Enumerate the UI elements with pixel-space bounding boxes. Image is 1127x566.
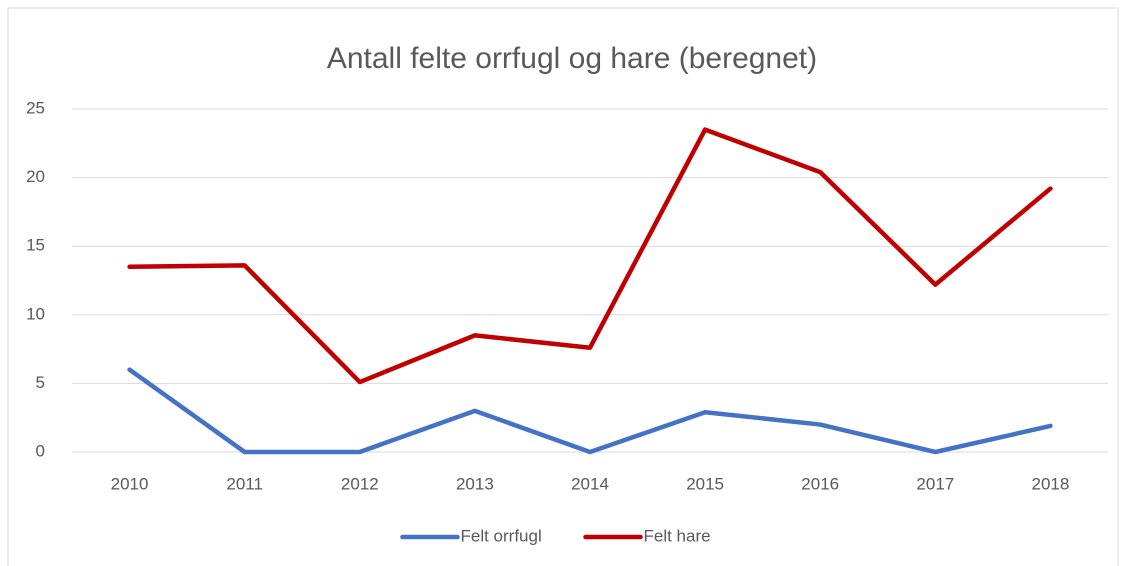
y-tick-label: 5 <box>36 373 45 392</box>
y-tick-label: 20 <box>26 167 45 186</box>
x-tick-label: 2018 <box>1032 474 1070 493</box>
legend-label: Felt hare <box>644 526 711 545</box>
x-tick-label: 2013 <box>456 474 494 493</box>
x-tick-label: 2014 <box>571 474 609 493</box>
x-tick-label: 2017 <box>916 474 954 493</box>
series-line <box>127 127 1053 385</box>
y-tick-label: 0 <box>36 441 45 460</box>
x-tick-label: 2016 <box>801 474 839 493</box>
x-tick-label: 2015 <box>686 474 724 493</box>
y-tick-label: 25 <box>26 98 45 117</box>
x-tick-label: 2011 <box>226 474 263 493</box>
x-tick-label: 2010 <box>111 474 149 493</box>
y-tick-label: 15 <box>26 236 45 255</box>
legend-label: Felt orrfugl <box>461 526 542 545</box>
series-line <box>127 367 1053 455</box>
chart-title: Antall felte orrfugl og hare (beregnet) <box>327 42 817 75</box>
x-tick-label: 2012 <box>341 474 379 493</box>
chart-border <box>7 7 1119 566</box>
y-tick-label: 10 <box>26 304 45 323</box>
